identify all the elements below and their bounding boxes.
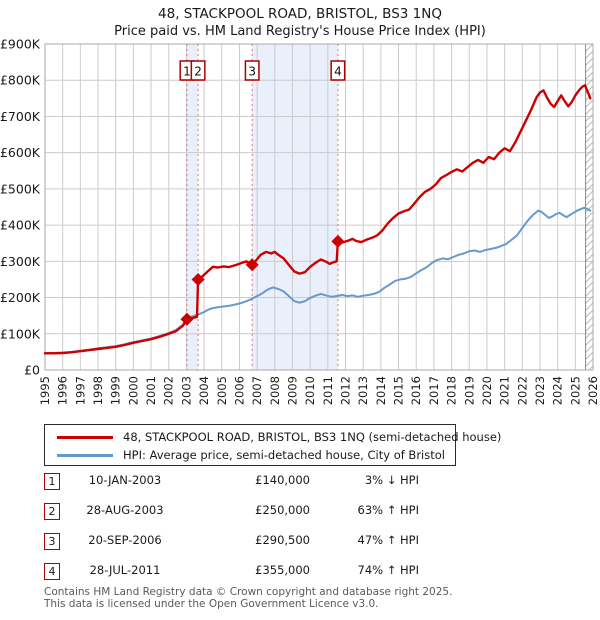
- x-axis-tick-label: 1995: [38, 376, 52, 405]
- sale-point-marker: [191, 272, 205, 286]
- y-axis-tick-label: £600K: [0, 145, 41, 160]
- y-axis-tick-label: £500K: [0, 181, 41, 196]
- footer-line2: This data is licensed under the Open Gov…: [44, 597, 379, 610]
- sale-point-marker: [180, 312, 194, 326]
- transaction-date: 28-AUG-2003: [86, 503, 164, 517]
- x-axis-tick-label: 2016: [409, 376, 423, 405]
- x-axis-tick-label: 2013: [356, 376, 370, 405]
- y-axis-tick-label: £0: [24, 363, 40, 378]
- transaction-row: 4 28-JUL-2011 £355,000 74% ↑ HPI: [44, 561, 424, 591]
- page-title: 48, STACKPOOL ROAD, BRISTOL, BS3 1NQ: [158, 6, 442, 22]
- price-history-chart: 1 2 3 4 £0 £100K £200K £300K £400K £500K £600K £700…: [0, 37, 600, 406]
- y-axis-tick-label: £800K: [0, 73, 41, 88]
- legend-item-property: 48, STACKPOOL ROAD, BRISTOL, BS3 1NQ (se…: [45, 428, 501, 446]
- transaction-row: 1 10-JAN-2003 £140,000 3% ↓ HPI: [44, 471, 424, 501]
- x-axis-tick-label: 2015: [392, 376, 406, 405]
- y-axis-tick-label: £100K: [0, 326, 41, 341]
- x-axis-tick-label: 2008: [268, 376, 282, 405]
- transactions-table: 1 10-JAN-2003 £140,000 3% ↓ HPI 2 28-AUG…: [44, 471, 424, 591]
- transaction-price: £355,000: [255, 563, 310, 577]
- transaction-marker-number: 2: [194, 65, 202, 79]
- transaction-marker-number: 3: [248, 65, 256, 79]
- x-axis-tick-label: 2005: [215, 376, 229, 405]
- x-axis-tick-label: 2017: [427, 376, 441, 405]
- transaction-marker-box: [244, 60, 260, 81]
- x-axis-tick-label: 2004: [197, 376, 211, 405]
- transaction-marker-box: [330, 60, 346, 81]
- transaction-number-badge: 3: [44, 533, 60, 550]
- x-axis-tick-label: 2012: [339, 376, 353, 405]
- x-axis-tick-label: 1998: [91, 376, 105, 405]
- x-axis-tick-label: 1996: [56, 376, 70, 405]
- chart-legend: 48, STACKPOOL ROAD, BRISTOL, BS3 1NQ (se…: [44, 424, 501, 466]
- legend-item-hpi: HPI: Average price, semi-detached house,…: [45, 446, 455, 464]
- transaction-hpi-relation: 3% ↓ HPI: [364, 473, 419, 487]
- x-axis-tick-label: 2001: [144, 376, 158, 405]
- footer-line1: Contains HM Land Registry data © Crown c…: [44, 586, 453, 598]
- y-axis-tick-label: £900K: [0, 37, 41, 52]
- sale-point-marker: [331, 234, 345, 248]
- transaction-price: £250,000: [255, 503, 310, 517]
- x-axis-tick-label: 2026: [586, 376, 600, 405]
- x-axis-tick-label: 2003: [179, 376, 193, 405]
- y-axis-tick-label: £400K: [0, 218, 41, 233]
- transaction-marker-number: 4: [334, 65, 342, 79]
- x-axis-tick-label: 2021: [498, 376, 512, 405]
- sale-point-marker: [245, 258, 259, 272]
- y-axis-tick-label: £300K: [0, 254, 41, 269]
- transaction-price: £290,500: [255, 533, 310, 547]
- legend-label-hpi: HPI: Average price, semi-detached house,…: [123, 448, 445, 462]
- transaction-date: 20-SEP-2006: [88, 533, 162, 547]
- x-axis-tick-label: 2006: [232, 376, 246, 405]
- chart-header: 48, STACKPOOL ROAD, BRISTOL, BS3 1NQ Pri…: [0, 5, 600, 40]
- future-hatch-region: [585, 44, 593, 370]
- x-axis-tick-label: 2007: [250, 376, 264, 405]
- transaction-hpi-relation: 63% ↑ HPI: [357, 503, 419, 517]
- transaction-number-badge: 2: [44, 503, 60, 520]
- legend-label-property: 48, STACKPOOL ROAD, BRISTOL, BS3 1NQ (se…: [123, 430, 502, 444]
- transaction-row: 2 28-AUG-2003 £250,000 63% ↑ HPI: [44, 501, 424, 531]
- x-axis-tick-label: 2002: [162, 376, 176, 405]
- x-axis-tick-label: 2000: [126, 376, 140, 405]
- transaction-number-badge: 4: [44, 563, 60, 580]
- transaction-marker-number: 1: [183, 65, 191, 79]
- transaction-marker-box: [190, 60, 206, 81]
- x-axis-tick-label: 1999: [109, 376, 123, 405]
- property-line-swatch: [57, 435, 113, 439]
- y-axis-tick-label: £700K: [0, 109, 41, 124]
- x-axis-tick-label: 2018: [445, 376, 459, 405]
- x-axis-tick-label: 2009: [285, 376, 299, 405]
- ownership-band: [252, 44, 338, 370]
- transaction-row: 3 20-SEP-2006 £290,500 47% ↑ HPI: [44, 531, 424, 561]
- transaction-date: 10-JAN-2003: [88, 473, 162, 487]
- transaction-price: £140,000: [255, 473, 310, 487]
- x-axis-tick-label: 2011: [321, 376, 335, 405]
- x-axis-tick-label: 1997: [73, 376, 87, 405]
- page-subtitle: Price paid vs. HM Land Registry's House …: [114, 24, 486, 39]
- transaction-hpi-relation: 74% ↑ HPI: [357, 563, 419, 577]
- x-axis-tick-label: 2023: [533, 376, 547, 405]
- ownership-band: [186, 44, 199, 370]
- x-axis-tick-label: 2020: [480, 376, 494, 405]
- hpi-line-swatch: [57, 453, 113, 457]
- y-axis-tick-label: £200K: [0, 290, 41, 305]
- transaction-hpi-relation: 47% ↑ HPI: [357, 533, 419, 547]
- x-axis-tick-label: 2022: [515, 376, 529, 405]
- x-axis-tick-label: 2014: [374, 376, 388, 405]
- x-axis-tick-label: 2024: [551, 376, 565, 405]
- transaction-number-badge: 1: [44, 473, 60, 490]
- license-footer: Contains HM Land Registry data © Crown c…: [44, 586, 453, 610]
- x-axis-tick-label: 2010: [303, 376, 317, 405]
- transaction-date: 28-JUL-2011: [89, 563, 161, 577]
- x-axis-tick-label: 2019: [462, 376, 476, 405]
- x-axis-tick-label: 2025: [568, 376, 582, 405]
